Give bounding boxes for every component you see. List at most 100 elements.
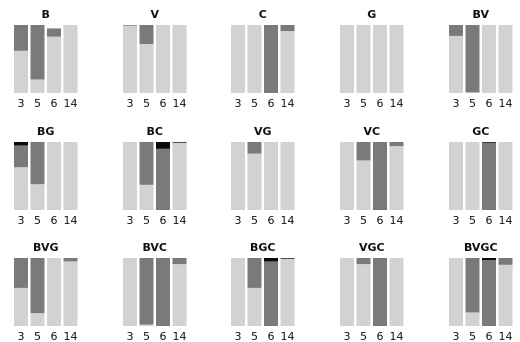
bar-segment-light xyxy=(449,35,463,93)
tick-label: 6 xyxy=(51,214,58,227)
panel-title: BVC xyxy=(142,241,167,254)
tick-label: 14 xyxy=(64,330,78,342)
bar-segment-dark xyxy=(280,258,295,259)
tick-label: 3 xyxy=(453,330,460,342)
bar-segment-mid xyxy=(280,25,295,32)
tick-label: 5 xyxy=(251,330,258,342)
bar-segment-light xyxy=(14,167,28,210)
bar-segment-light xyxy=(30,79,45,93)
tick-label: 3 xyxy=(453,214,460,227)
tick-label: 14 xyxy=(499,330,513,342)
tick-label: 6 xyxy=(377,214,384,227)
bar-segment-light xyxy=(247,287,262,326)
bar-segment-light xyxy=(139,184,154,210)
bar-segment-light xyxy=(498,25,513,93)
tick-label: 6 xyxy=(377,330,384,342)
panel-bvg: BVG 3 5 6 14 xyxy=(14,241,78,342)
panel-bgc: BGC 3 5 6 14 xyxy=(231,241,295,342)
tick-label: 3 xyxy=(18,214,25,227)
tick-label: 5 xyxy=(143,330,150,342)
bar-segment-light xyxy=(231,25,245,93)
bar-segment-light xyxy=(264,142,278,210)
bar-segment-mid xyxy=(30,142,45,185)
panel-title: VG xyxy=(254,125,272,138)
bar-segment-light xyxy=(63,142,78,210)
bar-segment-mid xyxy=(139,142,154,185)
bar-segment-light xyxy=(14,50,28,93)
bar-segment-mid xyxy=(465,25,480,93)
bar-segment-light xyxy=(356,25,371,93)
tick-label: 14 xyxy=(390,97,404,110)
bar-segment-light xyxy=(247,153,262,210)
bar-segment-light xyxy=(465,312,480,326)
bar-segment-dark xyxy=(156,142,170,149)
bar-segment-light xyxy=(63,261,78,326)
tick-label: 14 xyxy=(499,214,513,227)
bar-segment-mid xyxy=(373,142,387,210)
bar-segment-mid xyxy=(264,261,278,326)
bar-segment-mid xyxy=(139,258,154,325)
tick-label: 6 xyxy=(486,97,493,110)
bar-segment-light xyxy=(389,146,404,210)
bar-segment-light xyxy=(465,92,480,93)
tick-label: 5 xyxy=(469,97,476,110)
bar-segment-dark xyxy=(482,142,496,143)
bar-segment-mid xyxy=(156,258,170,326)
tick-label: 14 xyxy=(173,97,187,110)
bar-segment-light xyxy=(498,142,513,210)
bar-segment-light xyxy=(172,264,187,326)
tick-label: 14 xyxy=(64,97,78,110)
bar-segment-mid xyxy=(498,258,513,265)
tick-label: 5 xyxy=(469,330,476,342)
bar-segment-dark xyxy=(264,258,278,262)
bar-segment-light xyxy=(389,258,404,326)
bar-segment-light xyxy=(231,142,245,210)
bar-segment-light xyxy=(465,142,480,210)
panel-vgc: VGC 3 5 6 14 xyxy=(340,241,404,342)
bar-segment-light xyxy=(47,142,61,210)
bar-segment-light xyxy=(123,142,137,210)
bar-segment-mid xyxy=(30,25,45,80)
tick-label: 6 xyxy=(160,97,167,110)
bar-segment-mid xyxy=(264,25,278,93)
bar-segment-light xyxy=(247,25,262,93)
tick-label: 3 xyxy=(127,214,134,227)
tick-label: 6 xyxy=(51,330,58,342)
panel-bg: BG 3 5 6 14 xyxy=(14,125,78,227)
panel-bc: BC 3 5 6 14 xyxy=(123,125,187,227)
bar-segment-dark xyxy=(14,142,28,146)
bar-segment-mid xyxy=(47,28,61,37)
bar-segment-mid xyxy=(139,25,154,44)
panel-title: BC xyxy=(147,125,163,138)
bar-segment-light xyxy=(123,25,137,94)
bar-segment-mid xyxy=(373,258,387,326)
bar-segment-mid xyxy=(356,258,371,265)
tick-label: 5 xyxy=(251,214,258,227)
tick-label: 3 xyxy=(235,214,242,227)
tick-label: 6 xyxy=(268,214,275,227)
tick-label: 5 xyxy=(143,214,150,227)
panel-title: C xyxy=(259,8,267,21)
bar-segment-mid xyxy=(247,142,262,154)
tick-label: 14 xyxy=(281,214,295,227)
bar-segment-light xyxy=(30,313,45,326)
tick-label: 14 xyxy=(499,97,513,110)
bar-segment-light xyxy=(340,142,354,210)
bar-segment-mid xyxy=(30,258,45,314)
bar-segment-mid xyxy=(465,258,480,313)
tick-label: 5 xyxy=(34,97,41,110)
tick-label: 3 xyxy=(235,97,242,110)
panel-vg: VG 3 5 6 14 xyxy=(231,125,295,227)
tick-label: 3 xyxy=(453,97,460,110)
bar-segment-light xyxy=(30,184,45,210)
tick-label: 14 xyxy=(390,214,404,227)
bar-segment-light xyxy=(498,264,513,326)
bar-segment-light xyxy=(156,25,170,93)
bar-segment-mid xyxy=(14,145,28,168)
panel-v: V 3 5 6 14 xyxy=(123,8,187,110)
tick-label: 5 xyxy=(34,214,41,227)
panel-title: VC xyxy=(363,125,380,138)
panel-title: VGC xyxy=(359,241,385,254)
bar-segment-mid xyxy=(123,25,137,26)
bar-segment-light xyxy=(389,25,404,93)
